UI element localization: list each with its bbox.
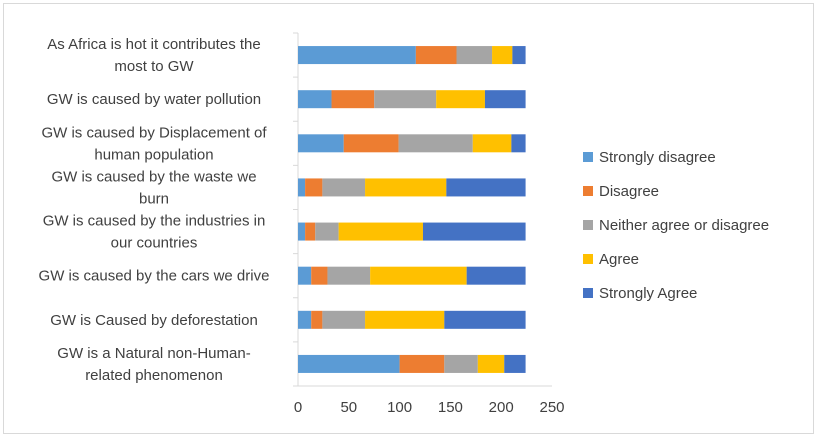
bar-agree-1 bbox=[436, 90, 485, 109]
category-label-line: GW is a Natural non-Human- bbox=[57, 345, 250, 362]
bar-agree-2 bbox=[472, 134, 512, 153]
bar-agree-3 bbox=[365, 178, 447, 197]
x-tick-label: 150 bbox=[438, 399, 463, 416]
legend-swatch-neither-agree-or-disagree bbox=[583, 220, 593, 230]
category-label-line: GW is caused by Displacement of bbox=[41, 124, 267, 141]
bar-agree-6 bbox=[365, 310, 445, 329]
bar-disagree-5 bbox=[311, 266, 328, 285]
category-label: GW is Caused by deforestation bbox=[50, 312, 258, 329]
bar-strongly-disagree-5 bbox=[298, 266, 312, 285]
category-label-line: related phenomenon bbox=[85, 367, 223, 384]
bar-neither-agree-or-disagree-1 bbox=[374, 90, 437, 109]
bar-neither-agree-or-disagree-7 bbox=[444, 354, 478, 373]
bar-agree-5 bbox=[370, 266, 467, 285]
bar-disagree-4 bbox=[305, 222, 316, 241]
bar-disagree-6 bbox=[311, 310, 323, 329]
bar-strongly-agree-3 bbox=[446, 178, 526, 197]
bar-strongly-agree-4 bbox=[422, 222, 526, 241]
bar-strongly-disagree-0 bbox=[298, 46, 416, 65]
legend-swatch-agree bbox=[583, 254, 593, 264]
bar-disagree-1 bbox=[331, 90, 375, 109]
x-tick-label: 0 bbox=[294, 399, 302, 416]
bar-strongly-disagree-6 bbox=[298, 310, 312, 329]
x-tick-label: 250 bbox=[539, 399, 564, 416]
bar-neither-agree-or-disagree-5 bbox=[327, 266, 371, 285]
category-label: GW is caused by the industries in our cou… bbox=[43, 213, 266, 252]
category-label: GW is caused by the waste we burn bbox=[51, 168, 256, 207]
bar-strongly-agree-5 bbox=[466, 266, 526, 285]
bar-neither-agree-or-disagree-2 bbox=[398, 134, 473, 153]
legend-label-neither-agree-or-disagree: Neither agree or disagree bbox=[599, 217, 769, 234]
bar-strongly-disagree-4 bbox=[298, 222, 306, 241]
category-label: As Africa is hot it contributes the most … bbox=[47, 36, 260, 75]
category-label-line: most to GW bbox=[114, 58, 194, 75]
bar-strongly-disagree-3 bbox=[298, 178, 306, 197]
bar-disagree-2 bbox=[343, 134, 399, 153]
legend-label-strongly-agree: Strongly Agree bbox=[599, 285, 697, 302]
category-label-line: GW is Caused by deforestation bbox=[50, 312, 258, 329]
legend-label-disagree: Disagree bbox=[599, 183, 659, 200]
bar-strongly-agree-1 bbox=[484, 90, 526, 109]
category-label-line: GW is caused by the cars we drive bbox=[39, 268, 270, 285]
category-label-line: GW is caused by the waste we bbox=[51, 168, 256, 185]
bar-neither-agree-or-disagree-4 bbox=[315, 222, 339, 241]
category-label-line: burn bbox=[139, 190, 169, 207]
x-tick-label: 50 bbox=[340, 399, 357, 416]
legend-label-agree: Agree bbox=[599, 251, 639, 268]
bar-disagree-0 bbox=[415, 46, 457, 65]
chart-frame bbox=[3, 3, 814, 434]
bar-strongly-disagree-2 bbox=[298, 134, 344, 153]
category-label-line: human population bbox=[94, 146, 213, 163]
bar-disagree-3 bbox=[305, 178, 323, 197]
category-label: GW is a Natural non-Human-related phenom… bbox=[57, 345, 250, 384]
bar-strongly-agree-2 bbox=[511, 134, 526, 153]
bar-strongly-disagree-7 bbox=[298, 354, 400, 373]
bar-disagree-7 bbox=[399, 354, 445, 373]
category-label: GW is caused by the cars we drive bbox=[39, 268, 270, 285]
x-tick-label: 200 bbox=[489, 399, 514, 416]
bar-agree-7 bbox=[477, 354, 505, 373]
category-label: GW is caused by water pollution bbox=[47, 91, 261, 108]
bar-agree-4 bbox=[338, 222, 423, 241]
x-tick-label: 100 bbox=[387, 399, 412, 416]
category-label-line: our countries bbox=[111, 235, 198, 252]
bar-neither-agree-or-disagree-0 bbox=[456, 46, 493, 65]
bar-strongly-agree-7 bbox=[504, 354, 526, 373]
bar-strongly-agree-6 bbox=[444, 310, 526, 329]
bar-strongly-agree-0 bbox=[512, 46, 526, 65]
legend-label-strongly-disagree: Strongly disagree bbox=[599, 149, 716, 166]
bar-strongly-disagree-1 bbox=[298, 90, 332, 109]
legend-swatch-strongly-agree bbox=[583, 288, 593, 298]
legend-swatch-strongly-disagree bbox=[583, 152, 593, 162]
bar-agree-0 bbox=[492, 46, 513, 65]
bar-neither-agree-or-disagree-6 bbox=[322, 310, 366, 329]
category-label-line: GW is caused by the industries in bbox=[43, 213, 266, 230]
legend-swatch-disagree bbox=[583, 186, 593, 196]
category-label-line: As Africa is hot it contributes the bbox=[47, 36, 260, 53]
category-label: GW is caused by Displacement of human pop… bbox=[41, 124, 267, 163]
bar-neither-agree-or-disagree-3 bbox=[322, 178, 366, 197]
category-label-line: GW is caused by water pollution bbox=[47, 91, 261, 108]
